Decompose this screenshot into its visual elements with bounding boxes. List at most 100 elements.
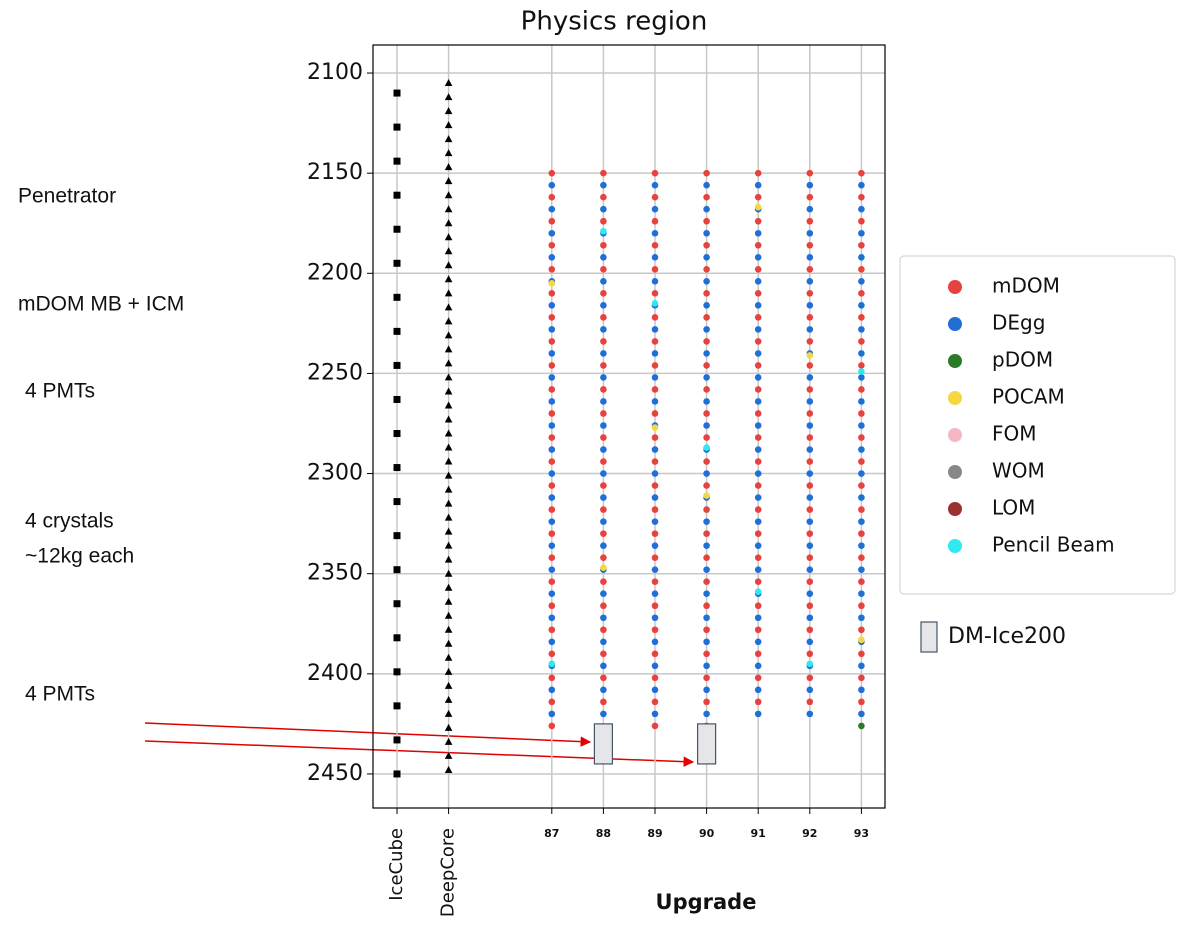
legend-marker xyxy=(948,354,962,368)
module-dot xyxy=(651,698,659,706)
module-dot xyxy=(600,241,607,249)
module-dot xyxy=(600,686,607,694)
legend-label: pDOM xyxy=(992,348,1053,372)
legend-marker xyxy=(948,280,962,294)
module-dot xyxy=(858,362,865,369)
module-dot xyxy=(651,338,659,345)
legend-marker xyxy=(948,539,962,553)
module-dot xyxy=(600,518,607,525)
legend-label: WOM xyxy=(992,459,1045,483)
deepcore-dom xyxy=(444,107,453,115)
module-dot xyxy=(548,386,556,393)
module-dot xyxy=(858,686,865,694)
module-dot xyxy=(548,710,556,718)
module-dot xyxy=(858,458,865,465)
module-dot xyxy=(858,368,865,375)
module-dot xyxy=(858,217,865,225)
dm-ice-box xyxy=(593,723,614,765)
module-dot xyxy=(548,181,556,189)
deepcore-dom xyxy=(444,709,453,717)
module-dot xyxy=(651,290,659,297)
module-dot xyxy=(703,590,710,598)
module-dot xyxy=(754,518,762,525)
module-dot xyxy=(548,410,556,417)
icecube-dom xyxy=(393,634,401,642)
module-dot xyxy=(651,590,659,598)
module-dot xyxy=(806,626,814,634)
deepcore-dom xyxy=(444,219,453,227)
module-dot xyxy=(651,686,659,694)
module-dot xyxy=(548,566,556,573)
module-dot xyxy=(754,278,762,285)
legend-marker xyxy=(948,428,962,442)
deepcore-dom xyxy=(444,387,453,395)
module-dot xyxy=(703,314,710,321)
annotation: ~12kg each xyxy=(25,545,134,568)
y-tick-label: 2200 xyxy=(307,260,363,285)
legend-label: Pencil Beam xyxy=(992,533,1115,557)
module-dot xyxy=(600,530,607,537)
module-dot xyxy=(548,698,556,706)
module-dot xyxy=(600,205,607,213)
module-dot xyxy=(754,566,762,573)
module-dot xyxy=(754,326,762,333)
module-dot xyxy=(806,169,814,177)
module-dot xyxy=(600,614,607,622)
module-dot xyxy=(548,338,556,345)
module-dot xyxy=(806,470,814,477)
module-dot xyxy=(858,662,865,670)
module-dot xyxy=(600,350,607,357)
module-dot xyxy=(754,314,762,321)
module-dot xyxy=(858,590,865,598)
module-dot xyxy=(806,458,814,465)
module-dot xyxy=(651,253,659,261)
module-dot xyxy=(651,722,659,730)
module-dot xyxy=(600,217,607,225)
module-dot xyxy=(600,626,607,634)
icecube-dom xyxy=(393,259,401,267)
module-dot xyxy=(858,578,865,586)
module-dot xyxy=(651,398,659,405)
module-dot xyxy=(754,554,762,561)
x-tick-label: 87 xyxy=(544,827,559,840)
y-tick-label: 2300 xyxy=(307,461,363,486)
module-dot xyxy=(600,446,607,453)
module-dot xyxy=(858,253,865,261)
module-dot xyxy=(806,302,814,309)
legend-frame xyxy=(899,255,1176,595)
module-dot xyxy=(703,422,710,429)
module-dot xyxy=(858,169,865,177)
module-dot xyxy=(548,422,556,429)
deepcore-dom xyxy=(444,149,453,157)
module-dot xyxy=(806,518,814,525)
module-dot xyxy=(548,205,556,213)
module-dot xyxy=(651,193,659,201)
module-dot xyxy=(703,217,710,225)
module-dot xyxy=(600,278,607,285)
icecube-dom xyxy=(393,736,401,744)
module-dot xyxy=(754,302,762,309)
legend-label: LOM xyxy=(992,496,1035,520)
module-dot xyxy=(806,638,814,646)
deepcore-dom xyxy=(444,471,453,479)
module-dot xyxy=(858,494,865,501)
module-dot xyxy=(754,588,762,596)
deepcore-dom xyxy=(444,177,453,185)
module-dot xyxy=(858,710,865,718)
x-tick-label: 89 xyxy=(647,827,662,840)
module-dot xyxy=(548,458,556,465)
deepcore-dom xyxy=(444,331,453,339)
deepcore-dom xyxy=(444,611,453,619)
module-dot xyxy=(548,326,556,333)
module-dot xyxy=(651,362,659,369)
icecube-dom xyxy=(393,668,401,676)
module-dot xyxy=(548,650,556,658)
module-dot xyxy=(754,434,762,441)
module-dot xyxy=(806,314,814,321)
module-dot xyxy=(806,362,814,369)
deepcore-dom xyxy=(444,625,453,633)
module-dot xyxy=(600,410,607,417)
module-dot xyxy=(703,181,710,189)
module-dot xyxy=(548,602,556,610)
annotation: 4 PMTs xyxy=(25,380,95,403)
